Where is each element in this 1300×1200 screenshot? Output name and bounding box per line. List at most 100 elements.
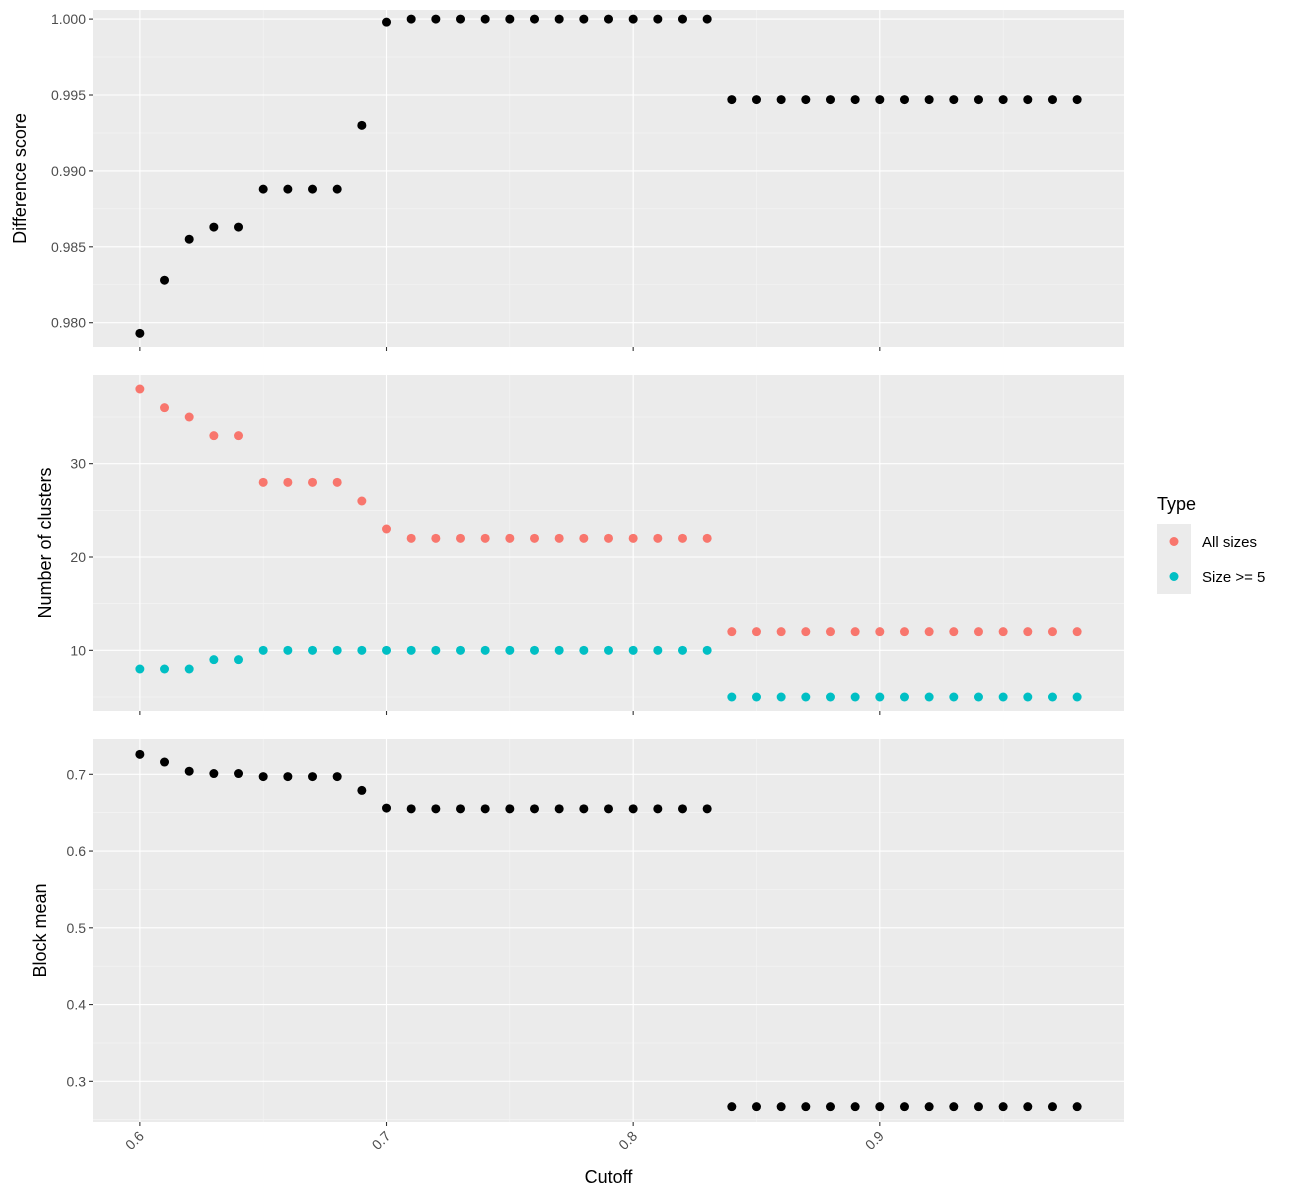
data-point xyxy=(554,14,564,24)
data-point xyxy=(382,17,392,27)
data-point xyxy=(751,627,761,637)
data-point xyxy=(530,645,540,655)
data-point xyxy=(1072,1102,1082,1112)
data-point xyxy=(209,655,219,665)
data-point xyxy=(258,772,268,782)
data-point xyxy=(875,1102,885,1112)
x-tick-label: 0.9 xyxy=(862,1128,887,1153)
data-point xyxy=(1072,627,1082,637)
data-point xyxy=(850,627,860,637)
data-point xyxy=(628,804,638,814)
data-point xyxy=(357,120,367,130)
data-point xyxy=(431,533,441,543)
series-1 xyxy=(135,384,1082,637)
data-point xyxy=(382,645,392,655)
data-point xyxy=(530,14,540,24)
data-point xyxy=(554,533,564,543)
y-tick-label: 0.985 xyxy=(51,239,86,255)
data-point xyxy=(751,1102,761,1112)
data-point xyxy=(973,1102,983,1112)
data-point xyxy=(357,645,367,655)
data-point xyxy=(653,804,663,814)
data-point xyxy=(184,766,194,776)
data-point xyxy=(135,664,145,674)
x-axis-title: Cutoff xyxy=(585,1167,634,1187)
data-point xyxy=(258,477,268,487)
data-point xyxy=(456,645,466,655)
data-point xyxy=(209,769,219,779)
data-point xyxy=(899,692,909,702)
data-point xyxy=(505,533,515,543)
data-point xyxy=(530,804,540,814)
data-point xyxy=(135,749,145,759)
data-point xyxy=(973,627,983,637)
panels-layer: 0.980 0.985 0.990 0.995 1.000 Difference scor… xyxy=(10,10,1124,1126)
data-point xyxy=(332,772,342,782)
data-point xyxy=(357,785,367,795)
data-point xyxy=(702,645,712,655)
data-point xyxy=(480,533,490,543)
data-point xyxy=(604,533,613,543)
data-point xyxy=(801,1102,811,1112)
data-point xyxy=(1047,627,1057,637)
data-point xyxy=(998,627,1008,637)
x-tick-label: 0.7 xyxy=(369,1128,394,1153)
data-point xyxy=(209,431,219,441)
data-point xyxy=(998,692,1008,702)
y-tick-label: 0.995 xyxy=(51,87,86,103)
data-point xyxy=(234,431,244,441)
data-point xyxy=(628,533,638,543)
data-point xyxy=(677,14,687,24)
data-point xyxy=(850,692,860,702)
data-point xyxy=(899,1102,909,1112)
data-point xyxy=(505,14,515,24)
data-point xyxy=(184,412,194,422)
legend-label: All sizes xyxy=(1202,534,1257,551)
legend-label: Size >= 5 xyxy=(1202,569,1265,586)
legend-title: Type xyxy=(1157,494,1196,514)
data-point xyxy=(480,804,490,814)
data-point xyxy=(406,14,416,24)
data-point xyxy=(308,184,318,194)
data-point xyxy=(875,692,885,702)
data-point xyxy=(283,772,293,782)
data-point xyxy=(801,95,811,105)
data-point xyxy=(727,692,737,702)
data-point xyxy=(456,533,466,543)
data-point xyxy=(135,328,145,338)
data-point xyxy=(1072,692,1082,702)
legend-swatch xyxy=(1169,537,1179,546)
data-point xyxy=(875,627,885,637)
panel-3: 0.3 0.4 0.5 0.6 0.7 Block mean xyxy=(30,739,1124,1126)
data-point xyxy=(604,804,613,814)
data-point xyxy=(332,184,342,194)
y-tick-label: 10 xyxy=(70,642,86,658)
data-point xyxy=(875,95,885,105)
y-tick-label: 1.000 xyxy=(51,11,86,27)
data-point xyxy=(184,664,194,674)
data-point xyxy=(801,692,811,702)
data-point xyxy=(973,95,983,105)
data-point xyxy=(160,757,170,767)
data-point xyxy=(1023,627,1033,637)
y-axis-title: Difference score xyxy=(10,113,30,244)
data-point xyxy=(160,403,170,413)
data-point xyxy=(677,645,687,655)
data-point xyxy=(160,664,170,674)
data-point xyxy=(776,95,786,105)
data-point xyxy=(234,222,244,232)
data-point xyxy=(1023,1102,1033,1112)
panel-1: 0.980 0.985 0.990 0.995 1.000 Difference scor… xyxy=(10,10,1124,351)
data-point xyxy=(1047,1102,1057,1112)
panel-2: 10 20 30 Number of clusters xyxy=(35,375,1124,715)
data-point xyxy=(1072,95,1082,105)
data-point xyxy=(308,477,318,487)
data-point xyxy=(776,1102,786,1112)
data-point xyxy=(283,477,293,487)
data-point xyxy=(209,222,219,232)
panel-background xyxy=(93,375,1124,711)
data-point xyxy=(825,95,835,105)
data-point xyxy=(579,645,589,655)
data-point xyxy=(825,692,835,702)
